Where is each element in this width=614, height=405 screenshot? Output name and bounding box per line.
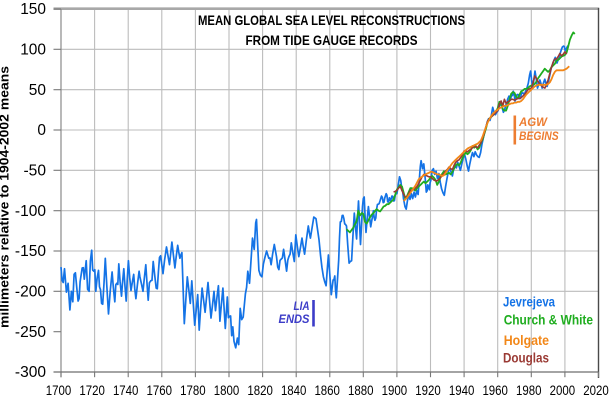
svg-text:LIA: LIA xyxy=(294,299,310,313)
svg-text:FROM TIDE GAUGE RECORDS: FROM TIDE GAUGE RECORDS xyxy=(246,32,418,48)
svg-text:1720: 1720 xyxy=(79,382,105,398)
svg-text:-100: -100 xyxy=(15,203,46,220)
svg-text:1860: 1860 xyxy=(314,382,340,398)
svg-text:-200: -200 xyxy=(15,284,46,301)
svg-text:BEGINS: BEGINS xyxy=(519,129,559,143)
svg-text:1700: 1700 xyxy=(46,382,72,398)
svg-text:1820: 1820 xyxy=(247,382,273,398)
svg-text:1920: 1920 xyxy=(415,382,441,398)
svg-text:1880: 1880 xyxy=(348,382,374,398)
svg-text:-300: -300 xyxy=(15,364,46,381)
svg-text:2020: 2020 xyxy=(583,382,609,398)
svg-text:2000: 2000 xyxy=(550,382,576,398)
svg-text:50: 50 xyxy=(29,82,46,99)
svg-text:1900: 1900 xyxy=(382,382,408,398)
svg-text:1800: 1800 xyxy=(214,382,240,398)
svg-text:-150: -150 xyxy=(15,243,46,260)
svg-text:0: 0 xyxy=(37,122,46,139)
svg-text:AGW: AGW xyxy=(518,115,549,129)
svg-text:1960: 1960 xyxy=(482,382,508,398)
svg-text:100: 100 xyxy=(20,42,46,59)
svg-text:Douglas: Douglas xyxy=(503,350,549,366)
svg-text:1780: 1780 xyxy=(180,382,206,398)
svg-text:ENDS: ENDS xyxy=(279,312,310,326)
svg-text:Holgate: Holgate xyxy=(504,332,549,348)
svg-text:Church & White: Church & White xyxy=(504,312,593,328)
svg-text:-50: -50 xyxy=(24,163,47,180)
svg-text:1740: 1740 xyxy=(113,382,139,398)
svg-text:1760: 1760 xyxy=(147,382,173,398)
svg-text:-250: -250 xyxy=(15,324,46,341)
svg-text:150: 150 xyxy=(20,1,46,18)
svg-text:1980: 1980 xyxy=(516,382,542,398)
svg-text:MEAN GLOBAL SEA LEVEL RECONSTR: MEAN GLOBAL SEA LEVEL RECONSTRUCTIONS xyxy=(198,12,465,28)
svg-text:1840: 1840 xyxy=(281,382,307,398)
svg-text:Jevrejeva: Jevrejeva xyxy=(503,294,555,310)
svg-text:millimeters relative to 1904-2: millimeters relative to 1904-2002 means xyxy=(0,66,12,328)
svg-text:1940: 1940 xyxy=(449,382,475,398)
